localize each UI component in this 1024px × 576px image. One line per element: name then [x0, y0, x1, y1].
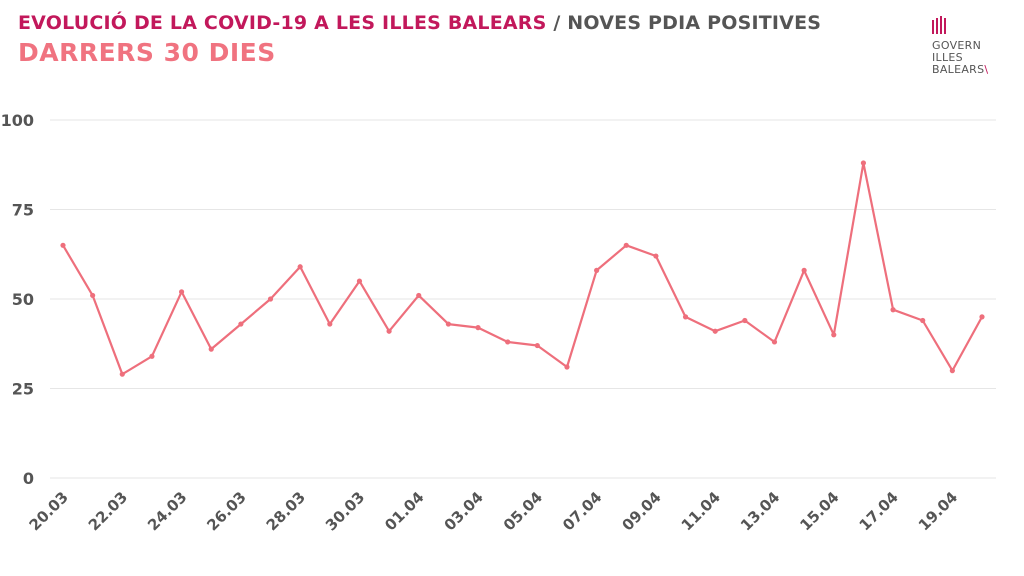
data-point — [860, 160, 867, 166]
data-point — [416, 292, 422, 299]
data-point — [594, 267, 600, 273]
title-main: EVOLUCIÓ DE LA COVID-19 A LES ILLES BALE… — [18, 12, 547, 34]
data-point — [267, 296, 274, 302]
data-point — [327, 321, 333, 327]
data-point — [475, 325, 481, 331]
data-point — [653, 253, 659, 259]
x-tick-label: 13.04 — [737, 488, 783, 534]
data-point — [831, 332, 837, 338]
data-point — [979, 314, 985, 320]
logo-line-3: BALEARS\ — [932, 64, 1012, 76]
x-tick-label: 03.04 — [441, 488, 487, 534]
data-point — [682, 314, 689, 320]
x-tick-label: 07.04 — [559, 488, 605, 534]
x-tick-label: 17.04 — [856, 488, 902, 534]
data-point — [534, 342, 540, 349]
x-tick-label: 22.03 — [85, 488, 131, 534]
x-tick-label: 01.04 — [381, 488, 427, 534]
data-point — [771, 339, 778, 345]
data-point — [801, 267, 807, 273]
data-point — [297, 264, 303, 270]
logo-line-2: ILLES — [932, 51, 963, 64]
data-point — [119, 371, 125, 377]
chart-title: EVOLUCIÓ DE LA COVID-19 A LES ILLES BALE… — [18, 12, 821, 34]
title-separator: / — [546, 12, 568, 34]
data-point — [505, 339, 511, 345]
y-tick-label: 25 — [12, 380, 34, 399]
logo-line-3-text: BALEARS — [932, 63, 985, 76]
series-line — [62, 161, 983, 376]
data-point — [564, 364, 570, 370]
logo-slash-icon: \ — [984, 63, 989, 76]
data-point — [386, 328, 392, 334]
x-tick-label: 15.04 — [796, 488, 842, 534]
data-point — [445, 321, 451, 327]
title-sub: NOVES PDIA POSITIVES — [567, 12, 822, 34]
x-tick-label: 26.03 — [203, 488, 249, 534]
chart-header: EVOLUCIÓ DE LA COVID-19 A LES ILLES BALE… — [18, 12, 821, 67]
data-point — [238, 321, 244, 327]
x-tick-label: 30.03 — [322, 488, 368, 534]
chart-subtitle: DARRERS 30 DIES — [18, 38, 276, 67]
x-tick-label: 19.04 — [915, 488, 961, 534]
data-point — [623, 242, 629, 248]
x-tick-label: 24.03 — [144, 488, 190, 534]
data-point — [712, 328, 718, 334]
data-point — [742, 317, 748, 324]
data-point — [890, 307, 896, 313]
x-tick-label: 28.03 — [263, 488, 309, 534]
data-point — [178, 289, 185, 295]
data-point — [356, 278, 363, 284]
x-tick-label: 11.04 — [678, 488, 724, 534]
data-point — [149, 353, 155, 359]
data-point — [920, 317, 926, 324]
y-tick-label: 75 — [12, 201, 34, 220]
x-tick-label: 20.03 — [26, 488, 72, 534]
logo-line-1: GOVERN — [932, 39, 982, 52]
y-tick-label: 0 — [23, 469, 34, 488]
y-tick-label: 100 — [1, 111, 34, 130]
x-tick-label: 09.04 — [618, 488, 664, 534]
data-point — [60, 242, 66, 248]
govern-logo: GOVERN ILLES BALEARS\ — [932, 16, 1012, 76]
y-tick-label: 50 — [12, 290, 34, 309]
data-point — [949, 368, 955, 374]
coat-of-arms-icon — [932, 16, 946, 34]
data-point — [90, 292, 96, 299]
data-point — [208, 346, 214, 352]
x-tick-label: 05.04 — [500, 488, 546, 534]
